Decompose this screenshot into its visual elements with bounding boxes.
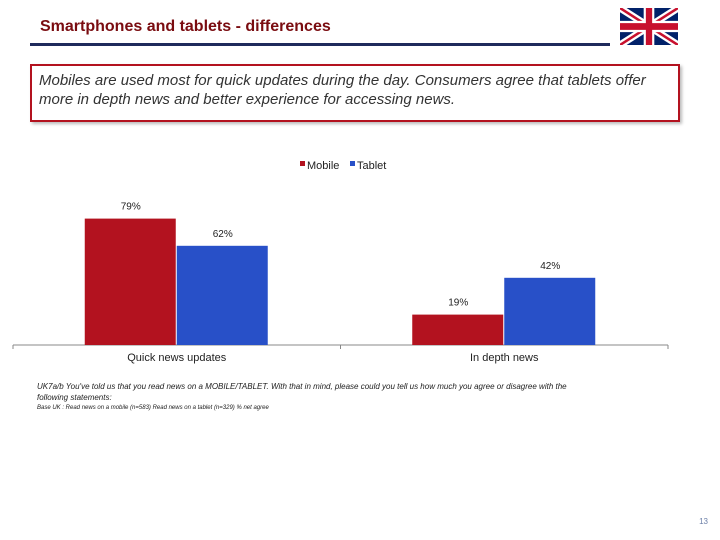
category-label: In depth news: [470, 352, 539, 364]
category-label: Quick news updates: [127, 352, 227, 364]
data-label: 79%: [121, 202, 141, 213]
legend-label-mobile: Mobile: [307, 160, 339, 172]
base-note: Base UK : Read news on a mobile (n=583) …: [37, 405, 269, 411]
legend-label-tablet: Tablet: [357, 160, 386, 172]
bar-mobile-1: [84, 218, 176, 345]
bar-tablet-1: [176, 245, 268, 345]
key-finding-callout: Mobiles are used most for quick updates …: [30, 64, 680, 122]
title-divider: [30, 43, 610, 46]
data-label: 19%: [448, 298, 468, 309]
data-label: 42%: [540, 261, 560, 272]
bar-tablet-2: [504, 277, 596, 345]
bar-mobile-2: [412, 314, 504, 345]
legend-swatch-tablet: [350, 161, 355, 166]
data-label: 62%: [213, 229, 233, 240]
page-title: Smartphones and tablets - differences: [40, 18, 331, 35]
bar-chart: 79% 62% Quick news updates 19% 42% In depth n…: [12, 160, 669, 364]
legend-swatch-mobile: [300, 161, 305, 166]
uk-flag-icon: [620, 8, 678, 45]
page-number: 13: [699, 517, 708, 526]
survey-question-note: UK7a/b You've told us that you read news…: [37, 382, 567, 402]
